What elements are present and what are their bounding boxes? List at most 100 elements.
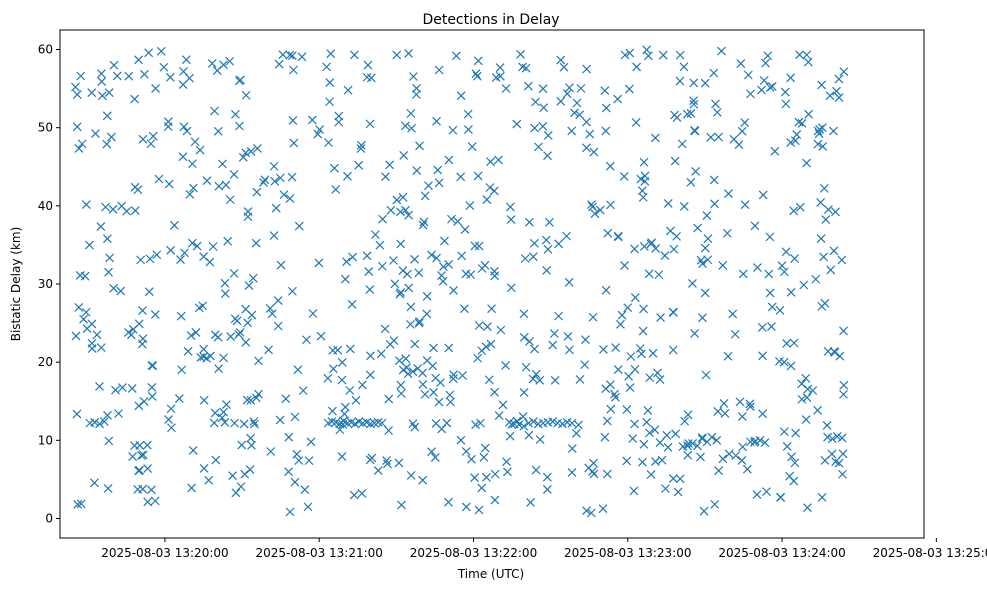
data-point: [102, 139, 112, 149]
data-point: [743, 70, 753, 80]
data-point: [118, 383, 127, 393]
data-point: [550, 375, 560, 385]
data-point: [81, 200, 91, 209]
data-point: [396, 207, 405, 217]
data-point: [229, 268, 239, 278]
data-point: [77, 139, 87, 149]
data-point: [152, 250, 162, 260]
data-point: [225, 56, 235, 66]
data-point: [251, 393, 261, 403]
data-point: [834, 74, 844, 84]
data-point: [660, 251, 670, 261]
data-point: [626, 352, 636, 361]
data-point: [351, 395, 361, 405]
data-point: [415, 141, 424, 151]
data-point: [410, 339, 420, 349]
data-point: [451, 51, 461, 61]
data-point: [832, 86, 841, 96]
data-point: [384, 394, 394, 404]
data-point: [392, 195, 402, 205]
data-point: [543, 130, 553, 140]
data-point: [112, 71, 122, 81]
data-point: [167, 423, 176, 433]
data-point: [365, 119, 375, 129]
x-tick-label: 2025-08-03 13:21:00: [255, 546, 382, 560]
data-point: [786, 73, 796, 83]
data-point: [285, 50, 295, 60]
data-point: [449, 285, 458, 295]
data-point: [542, 266, 552, 275]
data-point: [790, 136, 800, 146]
data-point: [183, 346, 193, 356]
data-point: [795, 50, 804, 60]
data-point: [345, 385, 355, 395]
data-point: [506, 283, 516, 293]
data-point: [166, 404, 176, 414]
data-point: [383, 459, 392, 469]
data-point: [735, 397, 745, 407]
data-point: [792, 130, 802, 139]
data-point: [823, 205, 833, 214]
data-point: [434, 397, 444, 407]
data-point: [72, 122, 82, 132]
data-point: [440, 236, 449, 246]
data-point: [97, 91, 107, 101]
data-point: [396, 380, 406, 390]
x-axis-ticks: 2025-08-03 13:20:00 2025-08-03 13:21:00 20…: [101, 538, 987, 560]
data-point: [622, 405, 632, 415]
data-point: [817, 123, 827, 133]
data-point: [524, 418, 534, 428]
data-point: [406, 319, 415, 329]
data-point: [837, 433, 847, 443]
data-point: [214, 181, 224, 191]
data-point: [376, 349, 386, 359]
data-point: [722, 228, 732, 238]
data-point: [523, 81, 533, 91]
data-point: [447, 214, 456, 224]
data-point: [146, 139, 156, 149]
data-point: [419, 217, 429, 227]
data-point: [365, 455, 375, 465]
data-point: [364, 267, 374, 276]
data-point: [541, 235, 551, 245]
data-point: [817, 301, 827, 311]
data-point: [588, 467, 597, 476]
data-point: [506, 215, 516, 225]
data-point: [673, 487, 683, 497]
data-point: [643, 406, 653, 416]
y-tick-label: 60: [38, 43, 53, 57]
data-point: [300, 485, 310, 495]
data-point: [214, 364, 224, 374]
data-point: [146, 485, 156, 495]
data-point: [143, 464, 153, 473]
data-point: [87, 88, 97, 98]
data-point: [740, 200, 750, 210]
data-point: [266, 447, 276, 456]
data-point: [279, 190, 289, 200]
data-point: [543, 244, 553, 254]
data-point: [686, 177, 696, 187]
data-point: [729, 134, 739, 144]
data-point: [102, 111, 112, 121]
data-point: [304, 456, 314, 466]
data-point: [147, 361, 157, 370]
data-point: [148, 361, 158, 371]
data-point: [470, 241, 480, 251]
data-point: [412, 83, 421, 93]
data-point: [684, 439, 693, 448]
data-point: [105, 253, 115, 263]
data-point: [303, 502, 313, 512]
data-point: [802, 393, 812, 402]
data-point: [670, 156, 680, 166]
data-point: [134, 401, 144, 411]
data-point: [606, 404, 616, 414]
data-point: [143, 497, 153, 507]
data-point: [745, 399, 755, 409]
data-point: [390, 279, 400, 289]
data-point: [554, 311, 563, 321]
data-point: [528, 252, 538, 262]
data-point: [486, 339, 496, 349]
data-point: [780, 87, 790, 97]
data-point: [243, 318, 253, 328]
data-point: [526, 497, 536, 507]
